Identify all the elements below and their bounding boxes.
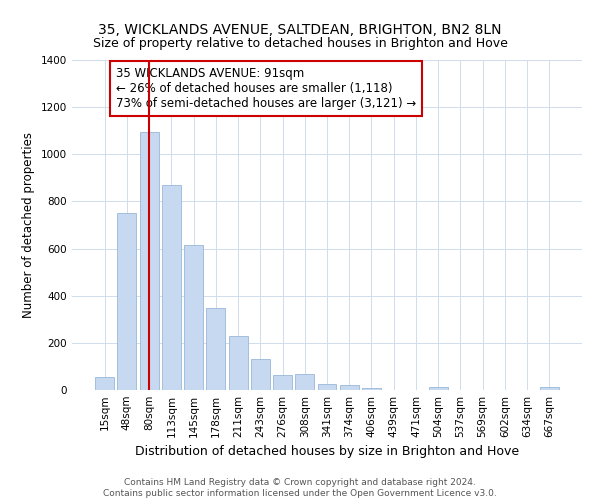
Text: 35 WICKLANDS AVENUE: 91sqm
← 26% of detached houses are smaller (1,118)
73% of s: 35 WICKLANDS AVENUE: 91sqm ← 26% of deta…: [116, 67, 416, 110]
Text: Size of property relative to detached houses in Brighton and Hove: Size of property relative to detached ho…: [92, 38, 508, 51]
Bar: [162, 185, 181, 390]
Text: Contains HM Land Registry data © Crown copyright and database right 2024.
Contai: Contains HM Land Registry data © Crown c…: [103, 478, 497, 498]
Bar: [184, 245, 203, 390]
X-axis label: Distribution of detached houses by size in Brighton and Hove: Distribution of detached houses by size …: [135, 446, 519, 458]
Text: 35, WICKLANDS AVENUE, SALTDEAN, BRIGHTON, BN2 8LN: 35, WICKLANDS AVENUE, SALTDEAN, BRIGHTON…: [98, 22, 502, 36]
Bar: [340, 386, 359, 390]
Bar: [317, 384, 337, 390]
Bar: [95, 377, 114, 390]
Bar: [229, 336, 248, 390]
Y-axis label: Number of detached properties: Number of detached properties: [22, 132, 35, 318]
Bar: [429, 387, 448, 390]
Bar: [251, 358, 270, 390]
Bar: [362, 388, 381, 390]
Bar: [140, 132, 158, 390]
Bar: [540, 387, 559, 390]
Bar: [273, 374, 292, 390]
Bar: [118, 213, 136, 390]
Bar: [295, 374, 314, 390]
Bar: [206, 308, 225, 390]
